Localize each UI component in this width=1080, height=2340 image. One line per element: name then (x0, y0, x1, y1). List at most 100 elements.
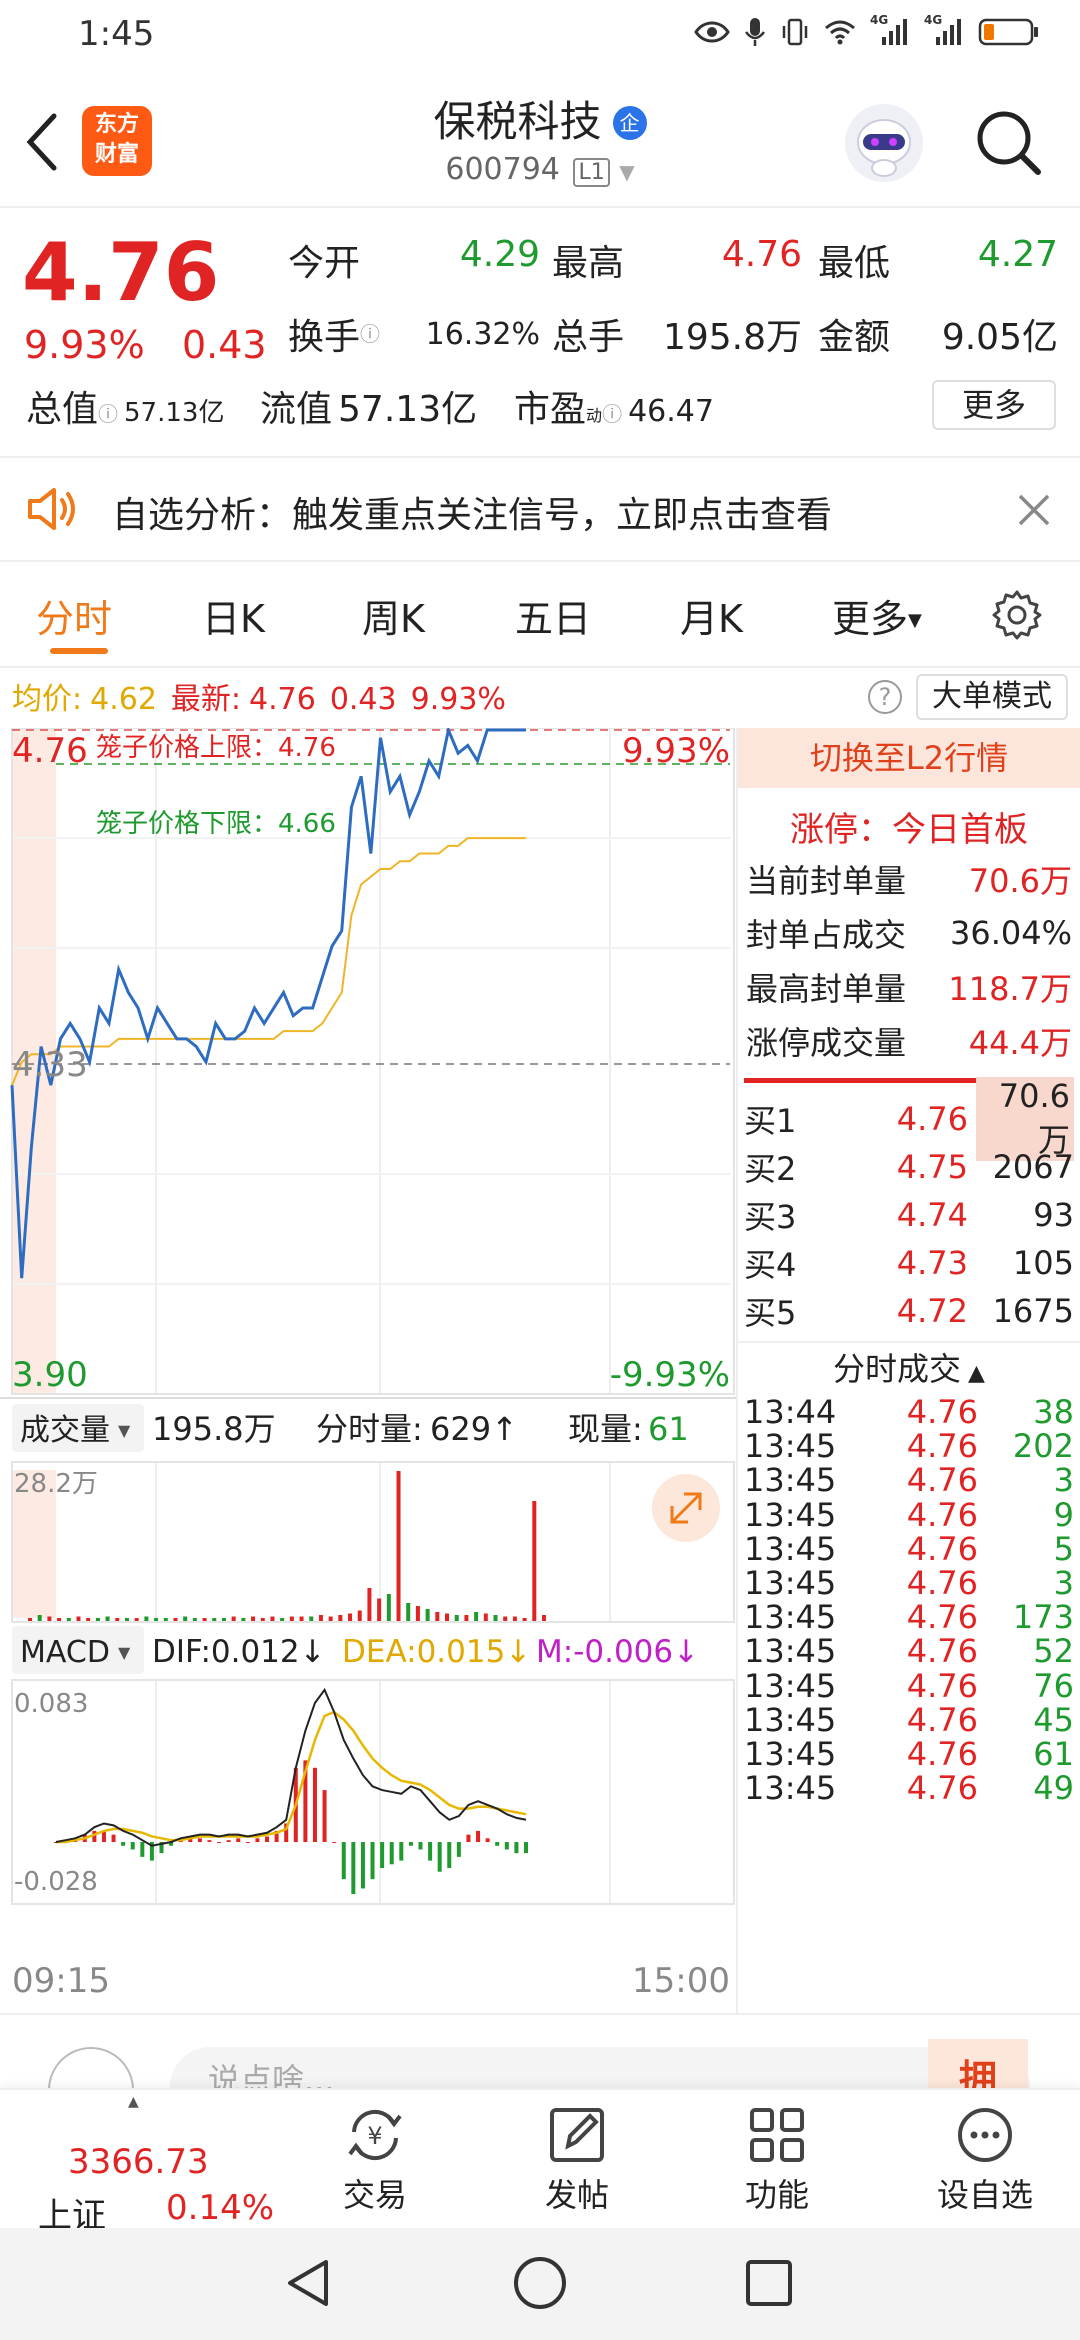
bid-level: 买4 (744, 1246, 797, 1284)
trade-row: 13:45 4.76 45 (744, 1703, 1074, 1737)
tab-daily-k[interactable]: 日K (202, 597, 265, 641)
tab-intraday[interactable]: 分时 (36, 597, 113, 641)
divider (0, 560, 1080, 562)
trade-row: 13:45 4.76 61 (744, 1737, 1074, 1771)
info-icon[interactable]: ⓘ (360, 322, 381, 346)
macd-m: M:-0.006↓ (536, 1634, 699, 1670)
help-icon[interactable]: ? (868, 680, 902, 714)
info-icon[interactable]: ⓘ (98, 402, 119, 426)
volume-bar (280, 1618, 285, 1621)
trade-volume: 76 (1033, 1666, 1074, 1705)
bid-row[interactable]: 买3 4.74 93 (744, 1191, 1074, 1239)
price-frame (11, 728, 735, 1395)
volume-bar (512, 1616, 517, 1621)
stock-code-block[interactable]: 600794 L1 ▼ (0, 152, 1080, 187)
trade-price: 4.76 (906, 1734, 978, 1773)
chart-tabs: 分时 日K 周K 五日 月K 更多▼ (0, 562, 1080, 666)
grid (11, 728, 735, 1904)
macd-bar (389, 1842, 394, 1865)
index-quote[interactable]: ▲ 3366.73 上证 0.14% (36, 2090, 296, 2236)
notice-bar[interactable]: 自选分析：触发重点关注信号，立即点击查看 (0, 458, 1080, 560)
bid-row[interactable]: 买4 4.73 105 (744, 1239, 1074, 1287)
volume-bar (396, 1471, 401, 1621)
divider (0, 666, 1080, 668)
edit-icon (550, 2108, 604, 2162)
tab-monthly-k[interactable]: 月K (680, 597, 743, 641)
bid-row[interactable]: 买5 4.72 1675 (744, 1287, 1074, 1335)
app-logo[interactable]: 东方 财富 (82, 106, 152, 176)
info-icon[interactable]: ⓘ (602, 402, 623, 426)
trade-price: 4.76 (906, 1769, 978, 1808)
macd-bar (274, 1830, 279, 1843)
trade-time: 13:45 (744, 1495, 837, 1534)
tab-five-day[interactable]: 五日 (515, 597, 592, 641)
volume-bar (192, 1618, 197, 1621)
stat-value: 44.4万 (968, 1024, 1072, 1062)
divider (738, 1341, 1080, 1343)
quote-row-3: 总值 ⓘ 57.13亿 流值 57.13亿 市盈动 ⓘ 46.47 (26, 389, 714, 430)
trade-price: 4.76 (906, 1393, 978, 1432)
chevron-down-icon: ▼ (619, 160, 635, 184)
nav-post[interactable]: 发帖 (522, 2090, 632, 2230)
comment-input[interactable] (170, 2047, 1030, 2088)
intraday-charts[interactable]: 4.76 9.93% 笼子价格上限：4.76 笼子价格下限：4.66 4.33 … (0, 728, 736, 2028)
search-icon[interactable] (972, 106, 1044, 178)
volume-bar (86, 1618, 91, 1621)
stat-value: 36.04% (949, 914, 1072, 952)
switch-l2-button[interactable]: 切换至L2行情 (738, 728, 1080, 788)
volume-bar (260, 1618, 265, 1621)
nav-back-icon[interactable] (282, 2256, 336, 2310)
volume-bar (37, 1615, 42, 1621)
bid-price: 4.76 (896, 1100, 968, 1138)
volume-bar (28, 1618, 32, 1621)
macd-bar (312, 1767, 317, 1843)
close-icon[interactable] (1016, 492, 1052, 528)
big-order-mode-button[interactable]: 大单模式 (916, 674, 1068, 720)
volume-bar (76, 1616, 81, 1621)
volume-bar (445, 1613, 450, 1621)
volume-bar (270, 1616, 275, 1621)
caret-down-icon: ▼ (908, 610, 922, 631)
volume-bar (367, 1588, 372, 1621)
volume-bar (328, 1616, 333, 1621)
caret-down-icon: ▼ (118, 1421, 131, 1440)
macd-bar (504, 1842, 509, 1850)
limit-stat-row: 封单占成交 36.04% (746, 906, 1072, 960)
macd-bar (495, 1842, 500, 1846)
nav-home-icon[interactable] (512, 2255, 568, 2311)
tab-weekly-k[interactable]: 周K (362, 597, 425, 641)
right-panel: 切换至L2行情 涨停：今日首板 当前封单量 70.6万 封单占成交 36.04% 最高封… (736, 728, 1080, 2013)
hot-badge[interactable]: 拥 (928, 2039, 1028, 2088)
macd-bar (466, 1834, 471, 1843)
tab-more[interactable]: 更多▼ (832, 597, 922, 641)
nav-add-watchlist[interactable]: 设自选 (920, 2090, 1050, 2230)
time-end-label: 15:00 (632, 1961, 730, 2001)
macd-bar (236, 1838, 241, 1843)
bid-row[interactable]: 买2 4.75 2067 (744, 1143, 1074, 1191)
gear-icon[interactable] (990, 588, 1044, 642)
signal-icon (882, 19, 907, 45)
nav-recent-icon[interactable] (744, 2258, 794, 2308)
back-icon[interactable] (22, 110, 62, 174)
stock-title-block[interactable]: 保税科技 企 (0, 88, 1080, 149)
caret-down-icon: ▼ (118, 1643, 131, 1662)
trade-volume: 49 (1033, 1769, 1074, 1808)
more-button[interactable]: 更多 (932, 380, 1056, 430)
bid-price: 4.73 (896, 1244, 968, 1282)
quote-panel: 4.76 9.93% 0.43 今开 4.29 最高 4.76 最低 4.27 换手ⓘ… (0, 208, 1080, 456)
bid-price: 4.74 (896, 1196, 968, 1234)
macd-bar (332, 1842, 337, 1844)
trades-header[interactable]: 分时成交 ▲ (833, 1350, 985, 1388)
bid-row[interactable]: 买1 4.76 70.6万 (744, 1077, 1074, 1161)
macd-bar (217, 1842, 222, 1844)
robot-avatar[interactable] (845, 104, 923, 182)
trade-row: 13:45 4.76 3 (744, 1463, 1074, 1497)
trade-time: 13:45 (744, 1700, 837, 1739)
macd-bar (408, 1842, 413, 1846)
trade-price: 4.76 (906, 1666, 978, 1705)
nav-function[interactable]: 功能 (722, 2090, 832, 2230)
nav-trade[interactable]: ¥ 交易 (320, 2090, 430, 2230)
compose-icon[interactable] (48, 2047, 134, 2088)
macd-max-label: 0.083 (14, 1689, 88, 1719)
